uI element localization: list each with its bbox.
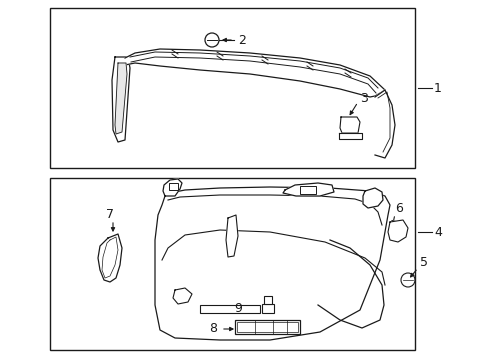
Bar [235, 320, 299, 334]
Polygon shape [173, 288, 192, 304]
Polygon shape [283, 183, 333, 196]
Bar [237, 322, 297, 332]
Text: 2: 2 [238, 35, 245, 48]
Polygon shape [125, 49, 384, 97]
Polygon shape [374, 90, 394, 158]
Polygon shape [163, 179, 182, 196]
Bar [262, 304, 273, 313]
Text: 6: 6 [394, 202, 402, 216]
Bar [50, 8, 414, 168]
Bar [299, 186, 315, 194]
Bar [200, 305, 260, 313]
Text: 5: 5 [419, 256, 427, 269]
Polygon shape [115, 63, 127, 134]
Polygon shape [98, 234, 122, 282]
Bar [264, 296, 271, 304]
Polygon shape [338, 133, 361, 139]
Polygon shape [387, 220, 407, 242]
Bar [169, 183, 178, 190]
Polygon shape [225, 215, 238, 257]
Polygon shape [362, 188, 382, 208]
Text: 1: 1 [433, 81, 441, 94]
Polygon shape [112, 57, 130, 142]
Text: 9: 9 [234, 302, 242, 315]
Bar [50, 178, 414, 350]
Text: 4: 4 [433, 225, 441, 238]
Text: 7: 7 [106, 208, 114, 221]
Text: 8: 8 [208, 323, 217, 336]
Polygon shape [155, 187, 389, 340]
Polygon shape [339, 117, 359, 133]
Text: 3: 3 [359, 91, 367, 104]
